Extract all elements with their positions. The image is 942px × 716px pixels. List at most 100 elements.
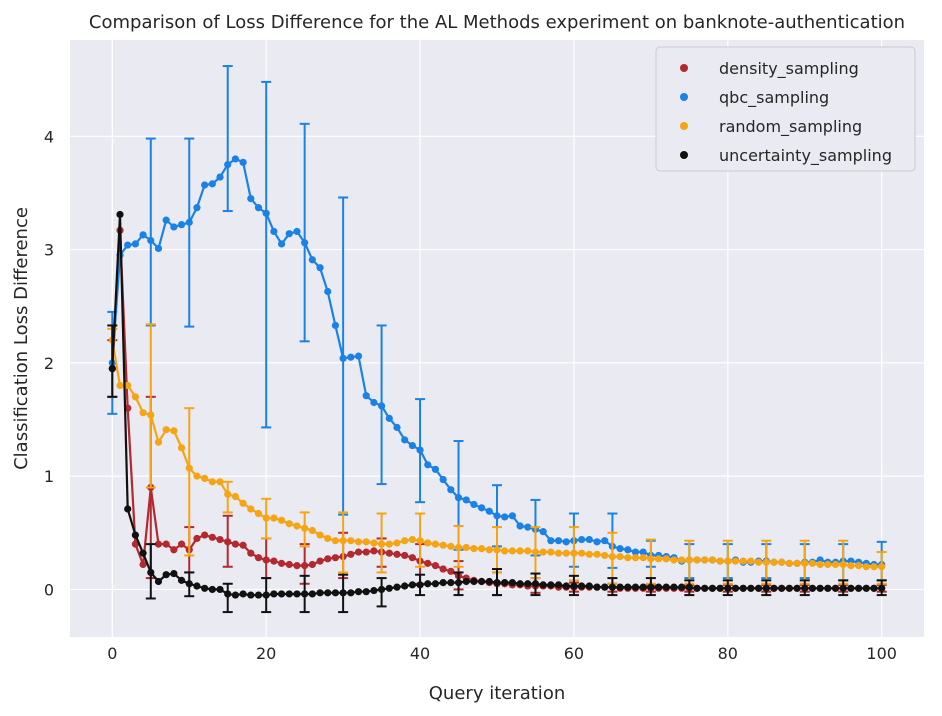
data-point	[354, 548, 363, 556]
data-point	[362, 538, 370, 546]
data-point	[193, 472, 201, 480]
chart-title: Comparison of Loss Difference for the AL…	[89, 12, 905, 33]
data-point	[855, 562, 863, 570]
data-point	[624, 554, 632, 562]
legend-label: qbc_sampling	[719, 88, 829, 108]
data-point	[708, 584, 717, 592]
data-point	[724, 557, 732, 565]
data-point	[716, 557, 724, 565]
data-point	[247, 591, 255, 599]
data-point	[578, 549, 586, 557]
data-point	[516, 580, 524, 588]
data-point	[554, 581, 563, 589]
data-point	[316, 531, 324, 539]
data-point	[208, 478, 216, 486]
data-point	[231, 155, 240, 163]
data-point	[170, 223, 178, 231]
data-point	[778, 558, 786, 566]
data-point	[224, 161, 232, 169]
legend-marker	[680, 151, 688, 159]
data-point	[408, 554, 416, 562]
data-point	[377, 585, 386, 594]
data-point	[616, 583, 624, 591]
data-point	[208, 585, 216, 594]
data-point	[247, 549, 255, 557]
data-point	[239, 499, 247, 507]
data-point	[570, 549, 578, 557]
data-point	[193, 204, 201, 212]
data-point	[731, 584, 740, 592]
data-point	[639, 554, 647, 562]
data-point	[801, 584, 809, 592]
data-point	[216, 535, 224, 544]
data-point	[208, 180, 216, 188]
data-point	[470, 545, 478, 553]
data-point	[493, 546, 501, 554]
data-point	[270, 514, 278, 522]
data-point	[878, 563, 886, 571]
data-point	[370, 547, 378, 555]
data-point	[331, 537, 340, 545]
y-tick-label: 1	[44, 467, 54, 486]
data-point	[293, 562, 301, 570]
data-point	[370, 398, 378, 407]
data-point	[539, 528, 547, 536]
data-point	[770, 584, 778, 592]
data-point	[847, 584, 855, 592]
data-point	[147, 568, 155, 577]
data-point	[524, 580, 532, 588]
data-point	[447, 579, 455, 587]
data-point	[501, 513, 509, 521]
data-point	[277, 590, 286, 598]
data-point	[316, 589, 324, 597]
data-point	[601, 551, 609, 560]
data-point	[601, 537, 609, 545]
data-point	[447, 486, 455, 494]
data-point	[639, 583, 647, 591]
data-point	[678, 556, 686, 564]
data-point	[285, 520, 293, 528]
data-point	[424, 559, 432, 567]
data-point	[239, 541, 247, 549]
data-point	[870, 563, 878, 571]
data-point	[716, 584, 724, 592]
data-point	[662, 555, 670, 563]
data-point	[770, 558, 778, 566]
x-tick-label: 20	[256, 644, 276, 663]
data-point	[424, 461, 432, 469]
data-point	[316, 557, 324, 565]
data-point	[116, 381, 124, 390]
data-point	[454, 494, 463, 502]
data-point	[485, 546, 493, 554]
data-point	[301, 590, 309, 598]
data-point	[201, 531, 209, 539]
data-point	[408, 441, 416, 450]
data-point	[831, 584, 840, 592]
data-point	[547, 581, 555, 589]
data-point	[593, 583, 601, 591]
data-point	[747, 557, 755, 565]
data-point	[293, 227, 301, 236]
data-point	[424, 580, 432, 588]
data-point	[154, 244, 163, 253]
data-point	[524, 523, 532, 531]
data-point	[670, 556, 678, 564]
data-point	[154, 540, 163, 548]
data-point	[462, 543, 470, 552]
data-point	[408, 581, 416, 589]
data-point	[270, 227, 278, 236]
data-point	[785, 559, 793, 567]
data-point	[754, 584, 763, 592]
legend-marker	[680, 64, 688, 72]
data-point	[147, 411, 155, 419]
data-point	[393, 539, 401, 547]
data-point	[454, 543, 463, 552]
data-point	[478, 577, 486, 586]
data-point	[762, 584, 770, 592]
data-point	[701, 584, 709, 592]
data-point	[316, 264, 324, 272]
data-point	[439, 541, 447, 549]
data-point	[531, 580, 540, 588]
data-point	[285, 590, 293, 598]
data-point	[201, 474, 209, 483]
